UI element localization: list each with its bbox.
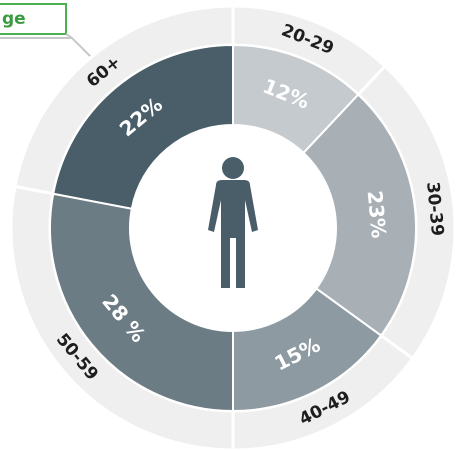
person-head xyxy=(222,157,244,179)
title-box xyxy=(0,3,67,35)
chart-title: ge xyxy=(2,9,26,29)
value-label: 23% xyxy=(363,189,391,239)
person-icon xyxy=(208,157,258,288)
person-body xyxy=(208,180,258,288)
donut-segment xyxy=(49,192,234,413)
donut-segment xyxy=(52,43,234,210)
donut-segment xyxy=(302,93,417,337)
title-callout: ge xyxy=(0,3,93,59)
